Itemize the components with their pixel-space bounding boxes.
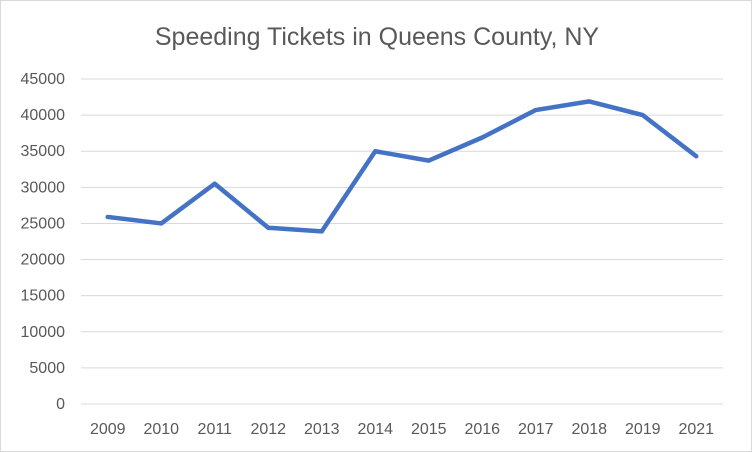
y-tick-label: 30000 [21, 179, 66, 196]
y-tick-label: 15000 [21, 288, 66, 305]
y-axis-ticks: 0 5000 10000 15000 20000 25000 30000 35000 40000… [21, 71, 66, 413]
x-tick-label: 2009 [90, 421, 126, 438]
y-tick-label: 0 [56, 396, 65, 413]
y-tick-label: 10000 [21, 324, 66, 341]
y-tick-label: 25000 [21, 215, 66, 232]
data-point-2018 [587, 99, 592, 104]
data-point-2009 [105, 214, 110, 219]
data-point-2016 [480, 135, 485, 140]
x-tick-label: 2019 [625, 421, 661, 438]
y-tick-label: 35000 [21, 143, 66, 160]
x-tick-label: 2016 [464, 421, 500, 438]
data-point-2015 [426, 158, 431, 163]
series-layer [105, 99, 699, 234]
x-tick-label: 2014 [357, 421, 393, 438]
x-tick-label: 2018 [571, 421, 607, 438]
chart-title: Speeding Tickets in Queens County, NY [154, 23, 600, 51]
data-point-2011 [212, 181, 217, 186]
x-tick-label: 2012 [250, 421, 286, 438]
data-point-2013 [319, 229, 324, 234]
x-tick-label: 2010 [143, 421, 179, 438]
data-point-2014 [373, 149, 378, 154]
x-axis-ticks: 2009 2010 2011 2012 2013 2014 2015 2016 2017 2018… [90, 421, 714, 438]
y-tick-label: 20000 [21, 252, 66, 269]
x-tick-label: 2011 [198, 421, 233, 438]
data-point-2017 [533, 108, 538, 113]
x-tick-label: 2017 [518, 421, 554, 438]
series-line [105, 99, 699, 234]
y-tick-label: 40000 [21, 107, 66, 124]
x-tick-label: 2013 [304, 421, 340, 438]
data-point-2021 [694, 154, 699, 159]
x-tick-label: 2021 [678, 421, 714, 438]
x-tick-label: 2015 [411, 421, 447, 438]
gridlines [81, 78, 723, 405]
data-point-2012 [266, 225, 271, 230]
data-point-2010 [159, 221, 164, 226]
data-point-2019 [640, 113, 645, 118]
y-tick-label: 45000 [21, 71, 66, 88]
y-tick-label: 5000 [29, 360, 65, 377]
